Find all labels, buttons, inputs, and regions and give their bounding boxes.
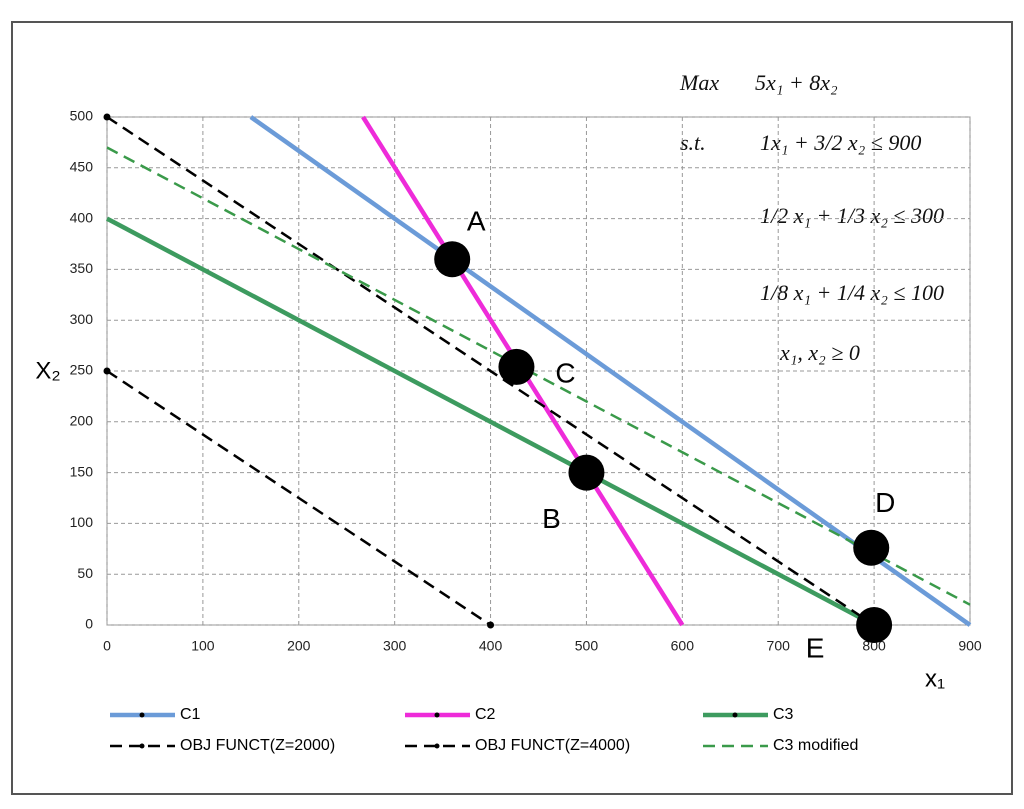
y-tick-label: 250: [70, 362, 94, 378]
legend-label: OBJ FUNCT(Z=2000): [180, 737, 335, 754]
legend-label: OBJ FUNCT(Z=4000): [475, 737, 630, 754]
point-label: D: [875, 487, 895, 518]
x-tick-label: 900: [958, 638, 982, 654]
objective-label: Max: [679, 70, 719, 95]
point: [498, 348, 535, 385]
series-line: [106, 369, 492, 627]
y-tick-label: 200: [70, 413, 94, 429]
x-tick-label: 600: [671, 638, 695, 654]
legend-dot: [434, 712, 440, 718]
point-label: B: [542, 503, 561, 534]
legend-dot: [139, 712, 145, 718]
x-tick-label: 400: [479, 638, 503, 654]
line-marker: [103, 113, 111, 121]
x-tick-label: 200: [287, 638, 311, 654]
legend-dot: [434, 743, 440, 749]
y-tick-label: 0: [85, 616, 93, 632]
constraints: 1x₁ + 3/2 x₂ ≤ 900 1/2 x₁ + 1/3 x₂ ≤ 300 1…: [760, 130, 944, 365]
point: [568, 454, 605, 491]
x-tick-label: 300: [383, 638, 407, 654]
line-marker: [487, 621, 495, 629]
series-line: [106, 115, 875, 627]
series-line: [106, 146, 971, 606]
y-axis-label: X₂: [35, 357, 60, 384]
legend-dot: [139, 743, 145, 749]
constraints-label: s.t.: [680, 130, 706, 155]
y-tick-label: 150: [70, 463, 94, 479]
constraint: 1/8 x₁ + 1/4 x₂ ≤ 100: [760, 280, 944, 305]
y-tick-label: 400: [70, 209, 94, 225]
constraint: 1x₁ + 3/2 x₂ ≤ 900: [760, 130, 921, 155]
constraint: x₁, x₂ ≥ 0: [779, 340, 860, 365]
x-axis-label: x₁: [925, 665, 945, 692]
legend-label: C3: [773, 706, 794, 723]
point: [434, 241, 471, 278]
y-tick-label: 350: [70, 260, 94, 276]
y-tick-label: 300: [70, 311, 94, 327]
y-tick-label: 100: [70, 514, 94, 530]
legend-label: C3 modified: [773, 737, 858, 754]
frame: [11, 21, 1013, 795]
point: [853, 529, 890, 566]
y-tick-label: 450: [70, 159, 94, 175]
y-tick-label: 500: [70, 108, 94, 124]
point: [856, 607, 893, 643]
point-label: C: [555, 357, 575, 388]
legend-label: C1: [180, 706, 201, 723]
x-tick-label: 0: [103, 638, 111, 654]
x-tick-label: 100: [191, 638, 215, 654]
x-tick-label: 700: [767, 638, 791, 654]
constraint: 1/2 x₁ + 1/3 x₂ ≤ 300: [760, 203, 944, 228]
legend-dot: [732, 712, 738, 718]
y-tick-label: 50: [77, 565, 93, 581]
objective: 5x₁ + 8x₂: [755, 70, 838, 95]
line-marker: [103, 367, 111, 375]
series-line: [105, 216, 876, 627]
legend-label: C2: [475, 706, 496, 723]
point-label: E: [806, 632, 825, 663]
point-label: A: [467, 206, 486, 237]
x-tick-label: 500: [575, 638, 599, 654]
